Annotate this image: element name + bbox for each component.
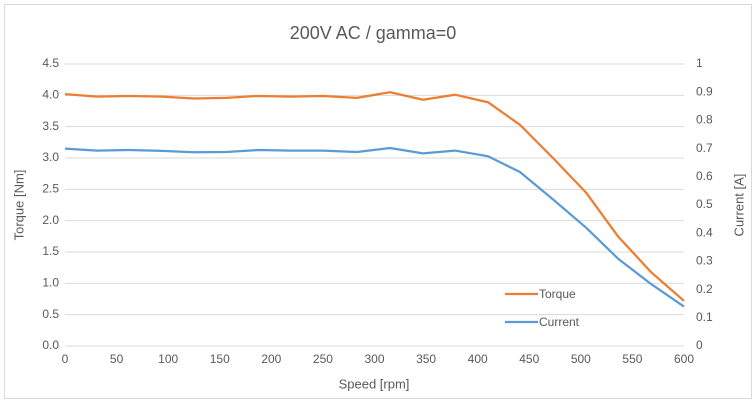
y-tick-label: 3.5 (42, 119, 59, 133)
x-tick-label: 500 (571, 352, 591, 366)
x-tick-label: 250 (313, 352, 333, 366)
chart-frame (4, 4, 752, 399)
y-axis-label: Torque [Nm] (11, 170, 26, 241)
y2-axis-label: Current [A] (731, 174, 746, 237)
x-tick-label: 300 (364, 352, 384, 366)
chart-title: 200V AC / gamma=0 (290, 23, 457, 43)
y-tick-label: 0.0 (42, 338, 59, 352)
y2-tick-label: 0.6 (696, 169, 713, 183)
y2-tick-label: 0.7 (696, 141, 713, 155)
legend-label: Current (539, 315, 580, 329)
x-tick-label: 450 (519, 352, 539, 366)
y-tick-label: 2.0 (42, 213, 59, 227)
x-tick-label: 200 (261, 352, 281, 366)
x-tick-label: 50 (110, 352, 124, 366)
x-axis-label: Speed [rpm] (339, 376, 410, 391)
x-tick-label: 0 (62, 352, 69, 366)
x-tick-label: 100 (158, 352, 178, 366)
y2-tick-label: 0.4 (696, 225, 713, 239)
y2-tick-label: 0 (696, 338, 703, 352)
y-tick-label: 0.5 (42, 307, 59, 321)
x-tick-label: 400 (468, 352, 488, 366)
legend-label: Torque (539, 287, 576, 301)
y-tick-label: 1.5 (42, 244, 59, 258)
x-tick-label: 350 (416, 352, 436, 366)
y-tick-label: 2.5 (42, 182, 59, 196)
y-tick-label: 3.0 (42, 150, 59, 164)
x-tick-label: 550 (622, 352, 642, 366)
series-line (64, 91, 685, 302)
x-tick-label: 150 (210, 352, 230, 366)
y2-tick-label: 0.3 (696, 254, 713, 268)
y2-tick-label: 0.1 (696, 310, 713, 324)
y2-tick-label: 0.2 (696, 282, 713, 296)
y-tick-label: 4.5 (42, 56, 59, 70)
y-tick-label: 1.0 (42, 276, 59, 290)
y2-tick-label: 1 (696, 56, 703, 70)
y-tick-label: 4.0 (42, 88, 59, 102)
series-line (64, 146, 685, 308)
y2-tick-label: 0.9 (696, 84, 713, 98)
y2-tick-label: 0.5 (696, 197, 713, 211)
y2-tick-label: 0.8 (696, 113, 713, 127)
x-tick-label: 600 (674, 352, 694, 366)
